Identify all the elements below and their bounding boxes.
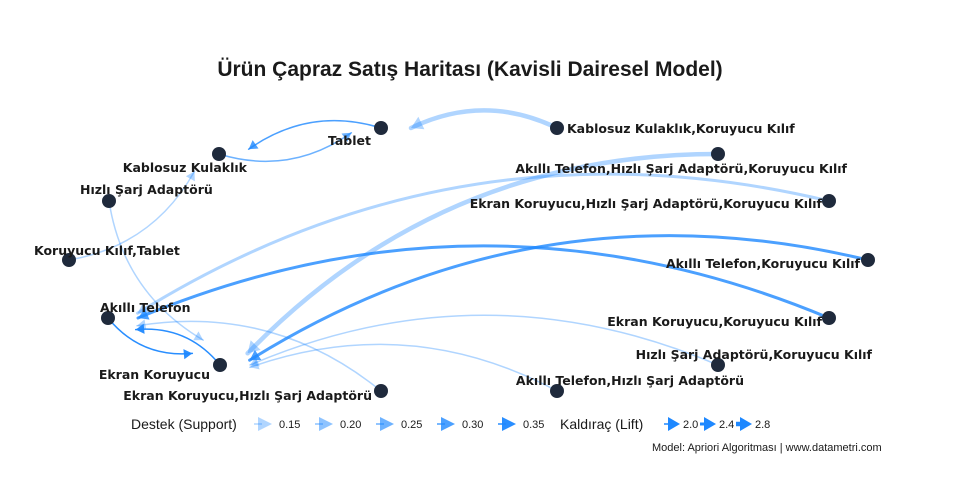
node[interactable] [101,311,115,325]
node-label: Kablosuz Kulaklık [123,160,248,175]
node[interactable] [62,253,76,267]
edge-arrowhead [247,340,261,354]
node-label: Hızlı Şarj Adaptörü,Koruyucu Kılıf [636,347,873,362]
legend-support-arrow-icon [502,417,516,431]
edge-arrowhead [411,116,425,130]
edge-arrowhead [249,349,262,361]
legend-lift-arrow-icon [704,417,716,431]
legend-support-arrow-icon [380,417,394,431]
legend-support-value: 0.25 [401,419,422,431]
edge [248,234,870,362]
legend-support-value: 0.15 [279,419,300,431]
legend-support-value: 0.30 [462,419,483,431]
node-label: Kablosuz Kulaklık,Koruyucu Kılıf [567,121,795,136]
edge-arrowhead [341,132,352,142]
edge [136,320,382,392]
legend-support-title: Destek (Support) [131,416,237,432]
legend-support-value: 0.20 [340,419,361,431]
node-label: Koruyucu Kılıf,Tablet [34,243,180,258]
edge [218,132,353,163]
edge-arrowhead [250,356,260,367]
node[interactable] [212,147,226,161]
node[interactable] [374,384,388,398]
node-label: Akıllı Telefon,Hızlı Şarj Adaptörü [516,373,744,388]
edge [136,244,831,320]
edge [68,170,196,261]
legend-lift-value: 2.0 [683,419,698,431]
legend-support-arrow-icon [319,417,333,431]
node[interactable] [550,384,564,398]
edge [108,200,204,341]
node[interactable] [102,194,116,208]
legend-support-arrow-icon [441,417,455,431]
edge [134,328,221,366]
node[interactable] [711,147,725,161]
edge [249,314,719,366]
node[interactable] [861,253,875,267]
legend-support-value: 0.35 [523,419,544,431]
edges-layer [68,108,870,392]
edge [136,172,831,315]
chart-title: Ürün Çapraz Satış Haritası (Kavisli Dair… [217,58,723,81]
node-label: Akıllı Telefon,Hızlı Şarj Adaptörü,Koruy… [515,161,847,176]
edge [249,343,558,392]
node-label: Ekran Koruyucu,Koruyucu Kılıf [607,314,822,329]
legend-lift-arrow-icon [668,417,680,431]
node-label: Ekran Koruyucu [99,367,210,382]
legend-lift-title: Kaldıraç (Lift) [560,416,643,432]
edge-arrowhead [137,302,150,314]
node-label: Tablet [328,133,371,148]
edge [408,108,560,131]
node-label: Ekran Koruyucu,Hızlı Şarj Adaptörü [123,388,372,403]
node-label: Ekran Koruyucu,Hızlı Şarj Adaptörü,Koruy… [470,196,823,211]
node[interactable] [374,121,388,135]
node-label: Akıllı Telefon,Koruyucu Kılıf [666,256,861,271]
legend-lift-value: 2.8 [755,419,770,431]
legend-support-arrow-icon [258,417,272,431]
nodes-layer: Tablet Kablosuz Kulaklık Hızlı Şarj Adaptö… [34,121,875,403]
legend: Destek (Support) 0.15 0.20 0.25 0.30 0.35 Kald… [131,416,770,432]
edge-arrowhead [135,323,145,334]
node-label: Hızlı Şarj Adaptörü [80,182,213,197]
edge [107,317,194,355]
edge-arrowhead [185,171,195,182]
edge-arrowhead [249,359,260,370]
edge [245,151,721,356]
node[interactable] [822,311,836,325]
node[interactable] [550,121,564,135]
legend-lift-value: 2.4 [719,419,734,431]
node[interactable] [711,358,725,372]
node[interactable] [213,358,227,372]
edge-arrowhead [193,331,204,341]
edge-arrowhead [248,140,259,150]
edge [247,119,382,150]
node[interactable] [822,194,836,208]
node-label: Akıllı Telefon [100,300,191,315]
caption: Model: Apriori Algoritması | www.datamet… [652,442,882,454]
legend-lift-arrow-icon [740,417,752,431]
edge-arrowhead [183,349,193,360]
edge-arrowhead [138,308,150,320]
